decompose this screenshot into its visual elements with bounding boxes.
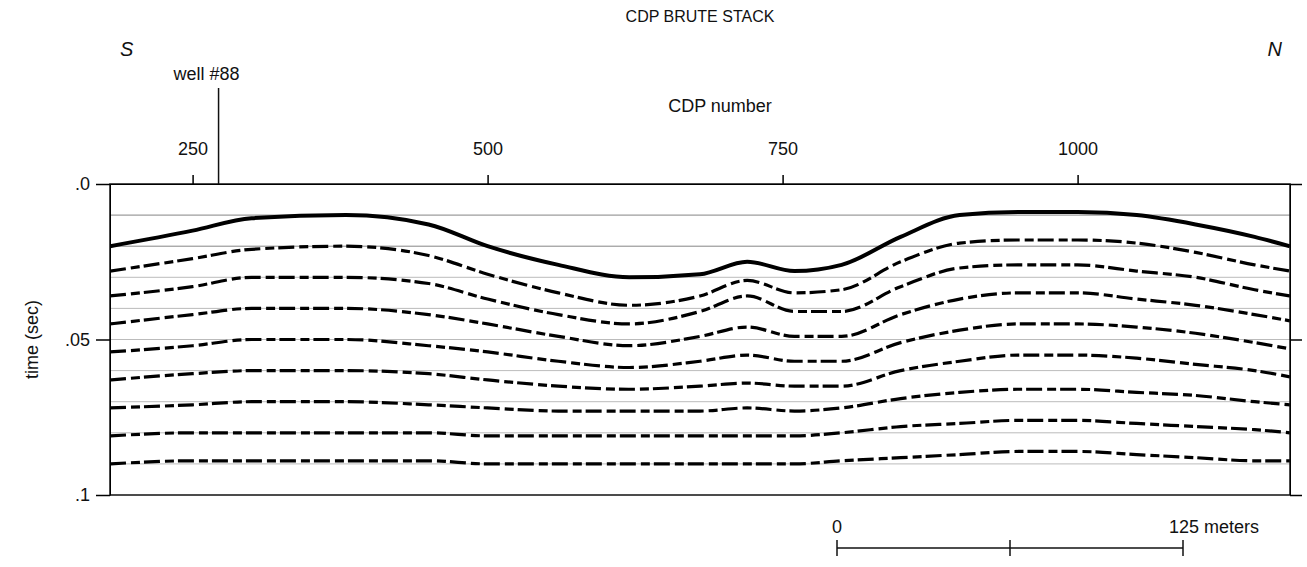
y-tick-label: .1 bbox=[75, 485, 90, 505]
x-axis: 250 500 750 1000 bbox=[111, 139, 1291, 185]
reflector-line bbox=[110, 293, 1290, 346]
reflector-line bbox=[110, 265, 1290, 324]
x-tick-mark bbox=[1077, 175, 1079, 184]
scale-bar-tick bbox=[1182, 540, 1184, 556]
y-tick-mark-right bbox=[1290, 184, 1302, 186]
x-tick-label: 750 bbox=[768, 139, 798, 159]
y-tick-right bbox=[1290, 340, 1302, 341]
y-tick-mark bbox=[96, 339, 110, 341]
y-tick-right bbox=[1290, 495, 1302, 496]
x-tick-label: 250 bbox=[178, 139, 208, 159]
timing-lines bbox=[110, 215, 1290, 464]
x-tick-label: 500 bbox=[473, 139, 503, 159]
reflector-line bbox=[110, 451, 1290, 463]
x-tick: 1000 bbox=[1058, 139, 1098, 184]
reflector-line bbox=[110, 324, 1290, 368]
plot-frame bbox=[110, 184, 1290, 495]
annotation-line bbox=[218, 88, 220, 184]
direction-label: N bbox=[1268, 38, 1283, 60]
chart-title: CDP BRUTE STACK bbox=[626, 8, 775, 25]
x-tick: 750 bbox=[768, 139, 798, 184]
x-tick: 500 bbox=[473, 139, 503, 184]
scale-bar-tick bbox=[836, 540, 838, 556]
reflector-line bbox=[110, 389, 1290, 411]
y-tick-mark bbox=[96, 184, 110, 186]
x-axis-line bbox=[111, 184, 1291, 185]
scale-bar: 0 125 meters bbox=[832, 517, 1259, 556]
plot-area bbox=[110, 212, 1290, 464]
y-tick: .05 bbox=[65, 330, 110, 350]
y-tick: .0 bbox=[75, 174, 110, 194]
x-tick-mark bbox=[487, 175, 489, 184]
x-tick-mark bbox=[192, 175, 194, 184]
direction-label: S bbox=[120, 38, 134, 60]
reflector-line bbox=[110, 240, 1290, 305]
y-tick-mark bbox=[96, 495, 110, 497]
reflector-line bbox=[110, 355, 1290, 389]
y-axis: .0 .05 .1 bbox=[65, 174, 111, 505]
x-tick: 250 bbox=[178, 139, 208, 184]
y-axis-right bbox=[1290, 185, 1302, 496]
scale-bar-tick bbox=[1009, 540, 1011, 556]
annotation-label: well #88 bbox=[173, 64, 240, 84]
y-tick-mark-right bbox=[1290, 339, 1302, 341]
y-axis-line bbox=[110, 185, 111, 496]
y-tick-label: .05 bbox=[65, 330, 90, 350]
scale-bar-label: 125 meters bbox=[1169, 517, 1259, 537]
scale-bar-label: 0 bbox=[832, 517, 842, 537]
x-tick-label: 1000 bbox=[1058, 139, 1098, 159]
y-tick-right bbox=[1290, 184, 1302, 185]
seismic-chart: CDP BRUTE STACK S N CDP number well #88 250 50… bbox=[0, 0, 1307, 567]
reflector-line bbox=[110, 420, 1290, 436]
y-tick-label: .0 bbox=[75, 174, 90, 194]
x-tick-mark bbox=[782, 175, 784, 184]
y-tick-mark-right bbox=[1290, 495, 1302, 497]
y-tick: .1 bbox=[75, 485, 110, 505]
y-axis-title: time (sec) bbox=[22, 300, 42, 379]
x-axis-title: CDP number bbox=[668, 96, 772, 116]
